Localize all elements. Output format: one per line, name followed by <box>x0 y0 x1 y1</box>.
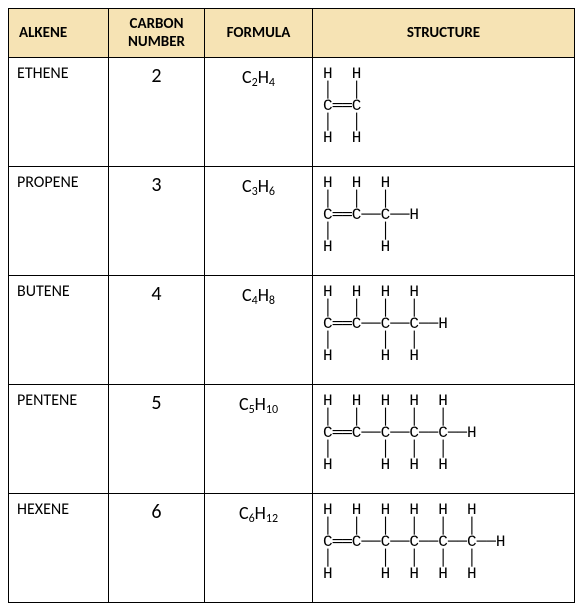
formula-h-count: 10 <box>266 403 278 417</box>
molecule-ascii: H H H H H H │ │ │ │ │ │ C══C──C──C──C──C… <box>317 500 570 582</box>
formula-c-count: 4 <box>252 294 258 308</box>
alkene-name: ETHENE <box>9 58 109 167</box>
table-row: PROPENE3C3H6H H H │ │ │ C══C──C──H │ │ H… <box>9 167 575 276</box>
header-row: ALKENE CARBON NUMBER FORMULA STRUCTURE <box>9 9 575 58</box>
alkene-name: PROPENE <box>9 167 109 276</box>
alkene-name: HEXENE <box>9 494 109 603</box>
molecular-formula: C5H10 <box>205 385 313 494</box>
molecule-ascii: H H │ │ C══C │ │ H H <box>317 64 570 146</box>
molecular-formula: C6H12 <box>205 494 313 603</box>
alkene-table: ALKENE CARBON NUMBER FORMULA STRUCTURE E… <box>8 8 575 603</box>
formula-c-sym: C <box>242 284 252 306</box>
table-row: PENTENE5C5H10H H H H H │ │ │ │ │ C══C──C… <box>9 385 575 494</box>
header-structure: STRUCTURE <box>313 9 575 58</box>
structure-diagram: H H H H H │ │ │ │ │ C══C──C──C──C──H │ │… <box>313 385 575 494</box>
formula-c-count: 2 <box>252 76 258 90</box>
formula-h-sym: H <box>255 502 266 524</box>
formula-h-sym: H <box>258 284 269 306</box>
header-alkene: ALKENE <box>9 9 109 58</box>
header-formula: FORMULA <box>205 9 313 58</box>
formula-c-sym: C <box>242 175 252 197</box>
carbon-number: 2 <box>109 58 205 167</box>
formula-c-count: 3 <box>252 185 258 199</box>
structure-diagram: H H H H H H │ │ │ │ │ │ C══C──C──C──C──C… <box>313 494 575 603</box>
carbon-number: 5 <box>109 385 205 494</box>
structure-diagram: H H H H │ │ │ │ C══C──C──C──H │ │ │ H H … <box>313 276 575 385</box>
alkene-name: PENTENE <box>9 385 109 494</box>
structure-diagram: H H │ │ C══C │ │ H H <box>313 58 575 167</box>
table-row: HEXENE6C6H12H H H H H H │ │ │ │ │ │ C══C… <box>9 494 575 603</box>
structure-diagram: H H H │ │ │ C══C──C──H │ │ H H <box>313 167 575 276</box>
formula-h-sym: H <box>255 393 266 415</box>
formula-h-count: 4 <box>269 76 275 90</box>
molecule-ascii: H H H H H │ │ │ │ │ C══C──C──C──C──H │ │… <box>317 391 570 473</box>
formula-h-count: 6 <box>269 185 275 199</box>
carbon-number: 6 <box>109 494 205 603</box>
table-row: ETHENE2C2H4H H │ │ C══C │ │ H H <box>9 58 575 167</box>
formula-h-sym: H <box>258 66 269 88</box>
formula-c-count: 6 <box>249 512 255 526</box>
molecular-formula: C3H6 <box>205 167 313 276</box>
molecular-formula: C4H8 <box>205 276 313 385</box>
header-carbon-l2: NUMBER <box>128 33 185 51</box>
molecular-formula: C2H4 <box>205 58 313 167</box>
formula-h-count: 8 <box>269 294 275 308</box>
formula-c-sym: C <box>239 393 249 415</box>
molecule-ascii: H H H H │ │ │ │ C══C──C──C──H │ │ │ H H … <box>317 282 570 364</box>
formula-c-sym: C <box>239 502 249 524</box>
molecule-ascii: H H H │ │ │ C══C──C──H │ │ H H <box>317 173 570 255</box>
carbon-number: 4 <box>109 276 205 385</box>
formula-c-sym: C <box>242 66 252 88</box>
header-carbon-number: CARBON NUMBER <box>109 9 205 58</box>
table-row: BUTENE4C4H8H H H H │ │ │ │ C══C──C──C──H… <box>9 276 575 385</box>
formula-h-count: 12 <box>266 512 278 526</box>
header-carbon-l1: CARBON <box>130 15 184 33</box>
carbon-number: 3 <box>109 167 205 276</box>
alkene-name: BUTENE <box>9 276 109 385</box>
formula-c-count: 5 <box>249 403 255 417</box>
formula-h-sym: H <box>258 175 269 197</box>
